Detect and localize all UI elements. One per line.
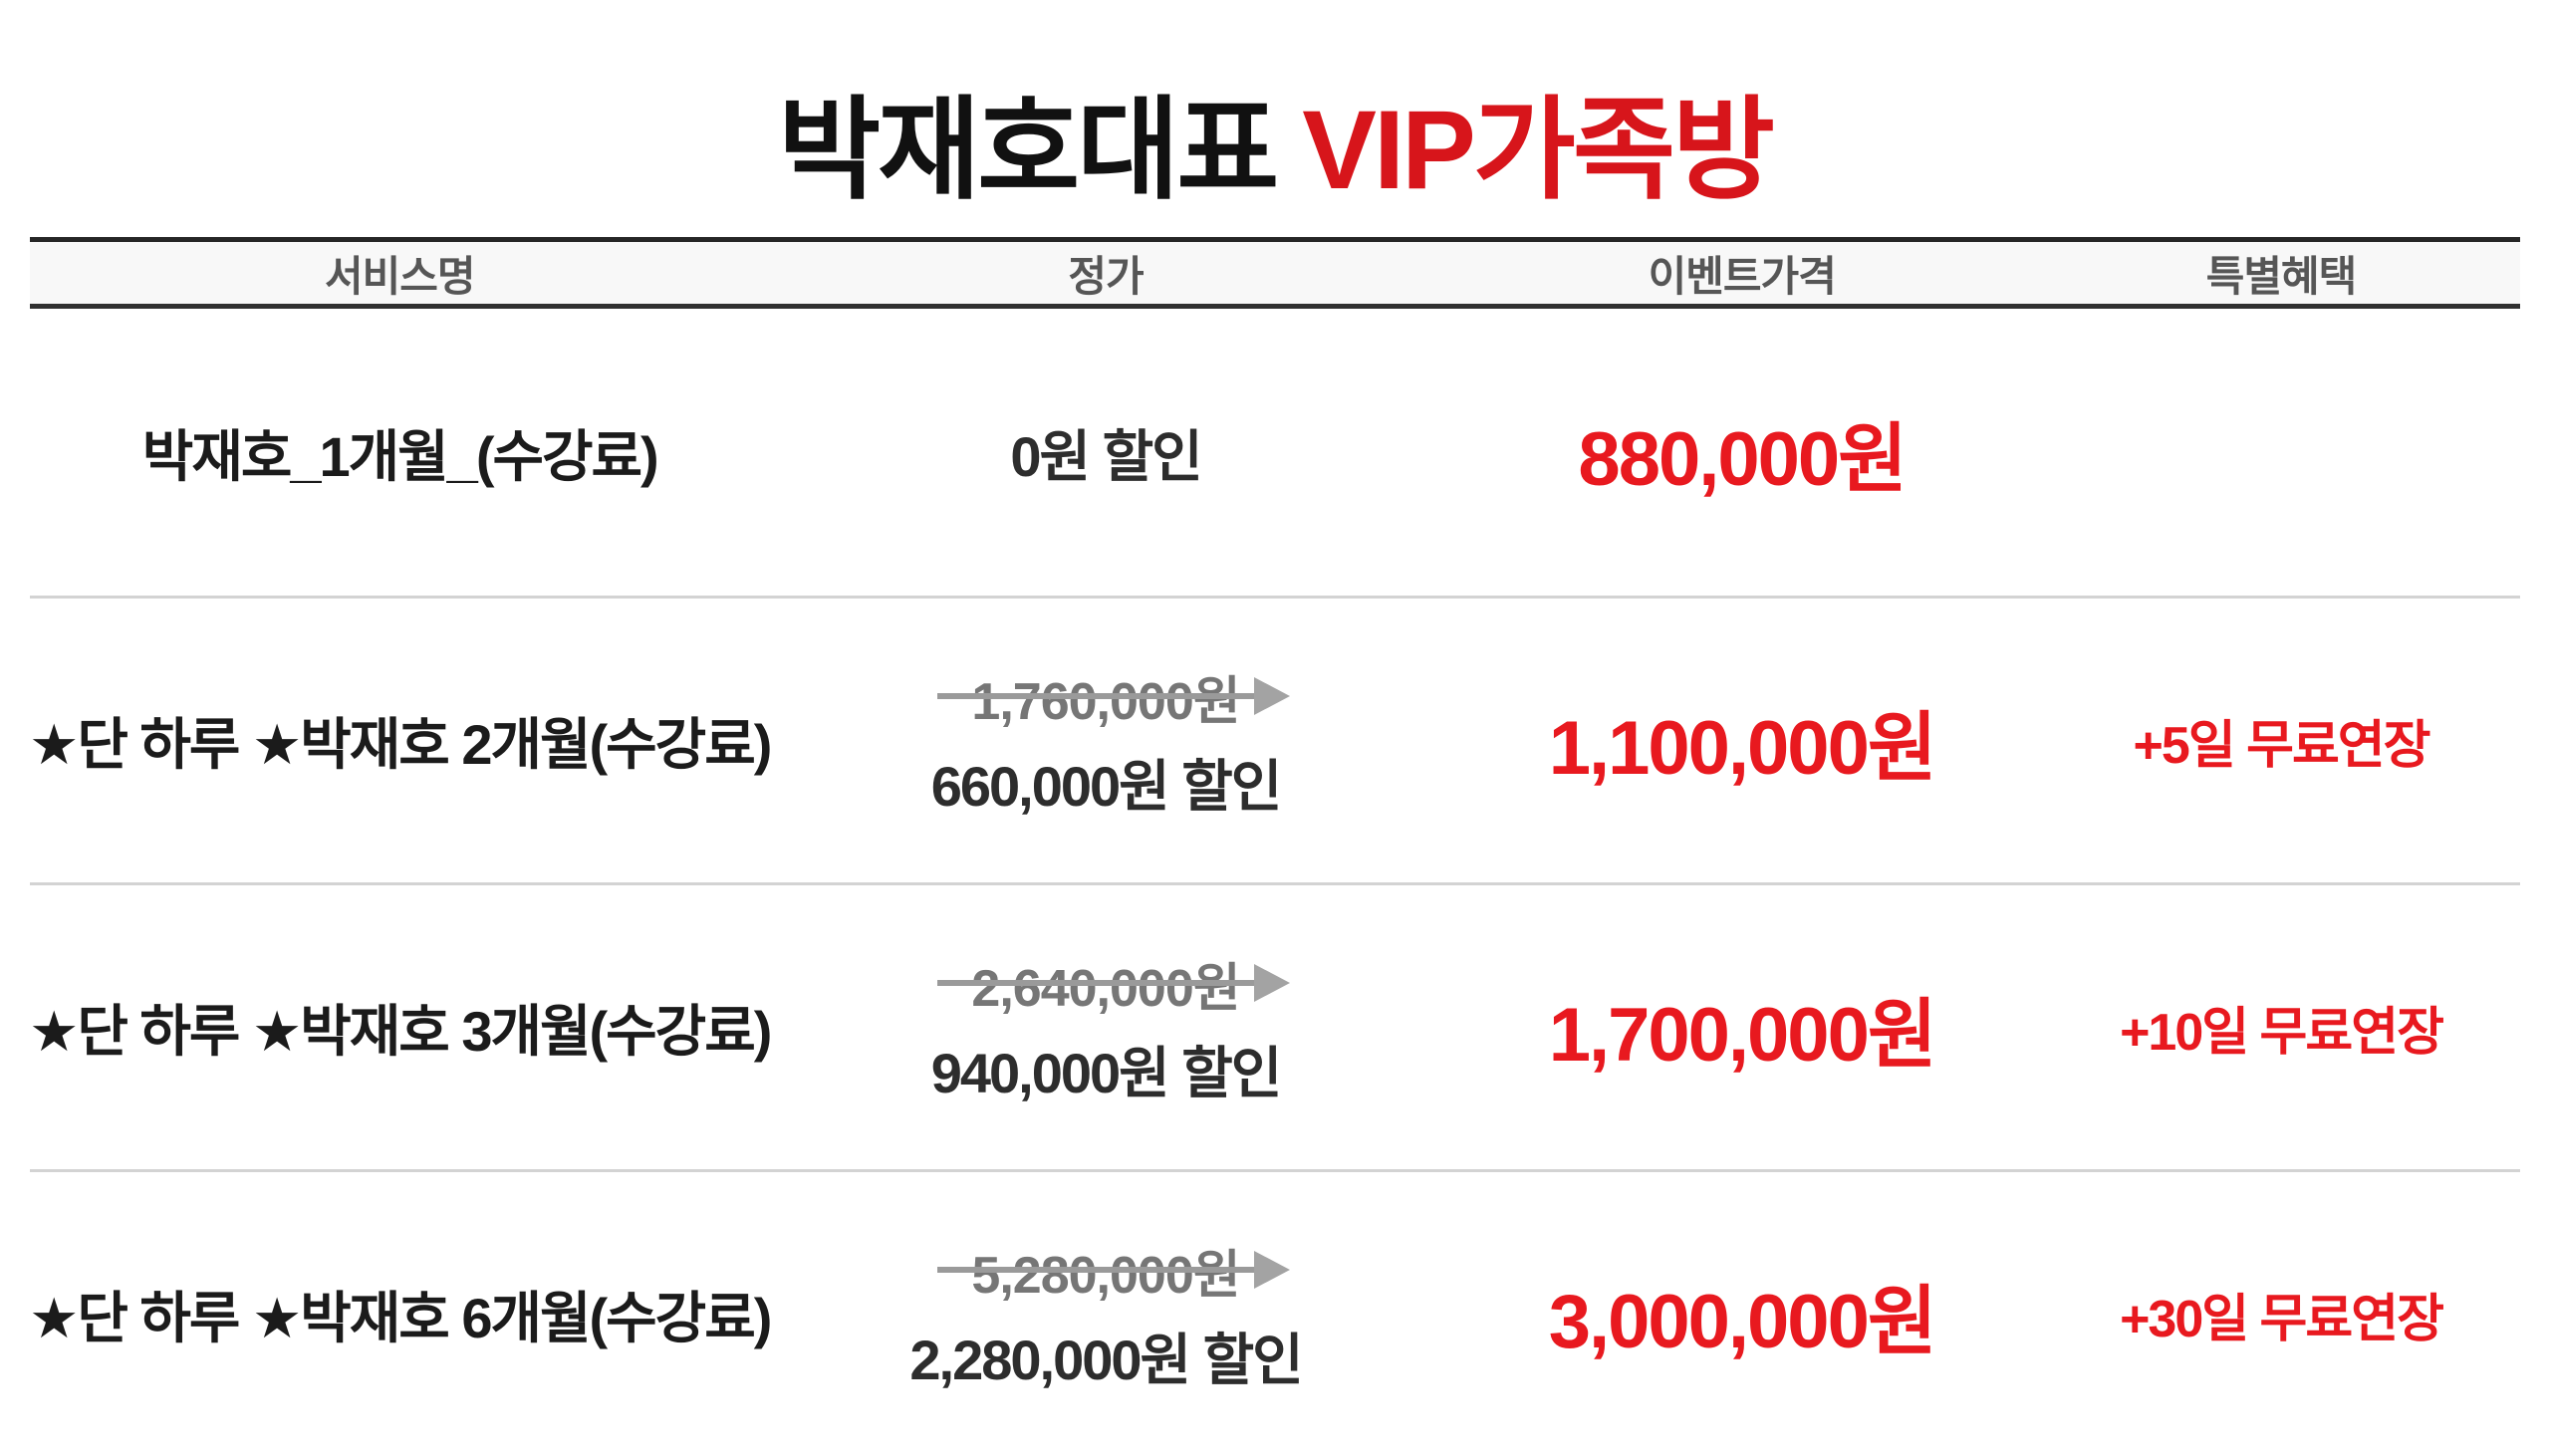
- special-benefit: [2042, 309, 2520, 596]
- table-row: ★단 하루 ★박재호 3개월(수강료) 2,640,000원 940,000원 …: [29, 882, 2520, 1169]
- special-benefit: +30일 무료연장: [2120, 1291, 2444, 1348]
- strike-arrow-head-icon: [1253, 964, 1290, 1002]
- page-title: 박재호대표 VIP가족방: [0, 58, 2550, 222]
- header-cell-special-benefit: 특별혜택: [2205, 252, 2358, 300]
- title-text-highlight: VIP가족방: [1302, 87, 1775, 212]
- service-name: 박재호_1개월_(수강료): [141, 424, 659, 488]
- event-price: 3,000,000원: [1548, 1279, 1937, 1364]
- table-row: ★단 하루 ★박재호 6개월(수강료) 5,280,000원 2,280,000…: [29, 1169, 2520, 1456]
- table-header-row: 서비스명 정가 이벤트가격 특별혜택: [30, 237, 2520, 309]
- table-row: 박재호_1개월_(수강료) 0원 할인 880,000원: [30, 309, 2520, 596]
- table-row: ★단 하루 ★박재호 2개월(수강료) 1,760,000원 660,000원 …: [29, 596, 2520, 882]
- regular-price-cell: 1,760,000원 660,000원 할인: [770, 599, 1442, 882]
- special-benefit: +5일 무료연장: [2133, 717, 2431, 775]
- special-benefit: +10일 무료연장: [2120, 1004, 2444, 1062]
- header-cell-service-name: 서비스명: [324, 252, 476, 300]
- original-price: 1,760,000원: [971, 672, 1240, 731]
- discount-amount: 940,000원 할인: [930, 1041, 1283, 1104]
- discount-amount: 0원 할인: [1010, 424, 1202, 488]
- strike-arrow-line: [937, 980, 1258, 986]
- discount-amount: 660,000원 할인: [930, 754, 1283, 818]
- regular-price-cell: 5,280,000원 2,280,000원 할인: [770, 1172, 1442, 1456]
- strike-arrow-head-icon: [1253, 1251, 1290, 1289]
- service-name: ★단 하루 ★박재호 6개월(수강료): [29, 1287, 772, 1349]
- original-price: 5,280,000원: [971, 1246, 1240, 1305]
- event-price: 1,700,000원: [1548, 992, 1937, 1078]
- original-price-strikethrough: 2,640,000원: [937, 946, 1290, 1021]
- title-text-name: 박재호대표: [778, 87, 1279, 212]
- header-cell-regular-price: 정가: [1068, 252, 1144, 300]
- strike-arrow-line: [937, 693, 1258, 699]
- regular-price-cell: 2,640,000원 940,000원 할인: [770, 885, 1442, 1169]
- service-name: ★단 하루 ★박재호 3개월(수강료): [29, 1000, 772, 1063]
- pricing-table: 서비스명 정가 이벤트가격 특별혜택 박재호_1개월_(수강료) 0원 할인 8…: [29, 237, 2520, 1456]
- event-price: 880,000원: [1578, 417, 1908, 502]
- regular-price-cell: 0원 할인: [770, 309, 1442, 596]
- strike-arrow-line: [937, 1267, 1258, 1273]
- service-name: ★단 하루 ★박재호 2개월(수강료): [29, 713, 772, 776]
- original-price-strikethrough: 5,280,000원: [937, 1233, 1290, 1308]
- header-cell-event-price: 이벤트가격: [1648, 252, 1837, 300]
- strike-arrow-head-icon: [1253, 677, 1290, 715]
- original-price: 2,640,000원: [971, 959, 1240, 1018]
- event-price: 1,100,000원: [1548, 705, 1937, 791]
- original-price-strikethrough: 1,760,000원: [937, 659, 1290, 734]
- discount-amount: 2,280,000원 할인: [909, 1328, 1303, 1391]
